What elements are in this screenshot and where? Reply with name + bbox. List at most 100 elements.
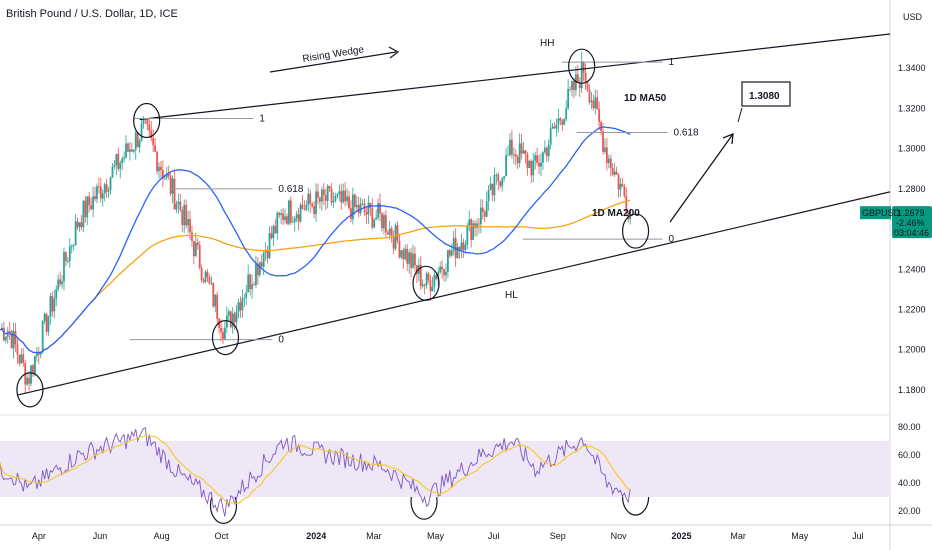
candle-body <box>565 108 568 120</box>
target-box <box>741 81 791 107</box>
candle-body <box>524 150 527 155</box>
time-tick: Jul <box>488 531 500 541</box>
fib-level-label: 0.618 <box>674 128 699 139</box>
candle-body <box>497 174 500 182</box>
candle-body <box>185 205 188 226</box>
rsi-tick: 20.00 <box>898 506 921 516</box>
candle-body <box>359 203 362 214</box>
candle-body <box>472 223 475 241</box>
pivot-circle <box>16 372 44 408</box>
candle-body <box>353 194 356 208</box>
candle-body <box>307 193 310 205</box>
candle-body <box>148 124 151 131</box>
candle-body <box>123 157 125 159</box>
candle-body <box>569 88 571 90</box>
price-tick: 1.3200 <box>898 103 926 113</box>
candle-body <box>6 331 9 337</box>
candle-body <box>55 288 58 299</box>
candle-body <box>571 80 573 90</box>
candle-body <box>419 264 422 287</box>
candle-body <box>392 237 395 249</box>
candle-body <box>350 208 352 220</box>
upper-trendline <box>139 33 891 121</box>
candle-body <box>594 97 597 109</box>
candle-body <box>169 176 172 194</box>
rsi-line <box>0 427 631 517</box>
candle-body <box>45 313 48 332</box>
candle-body <box>578 82 581 89</box>
price-tick: 1.3400 <box>898 63 926 73</box>
pivot-circle <box>412 265 440 301</box>
candle-body <box>68 246 71 262</box>
wedge-arrow-head <box>388 46 400 59</box>
candle-body <box>371 208 374 228</box>
candle-body <box>47 316 50 332</box>
candle-body <box>617 174 620 190</box>
candle-body <box>448 250 451 256</box>
chart-title: British Pound / U.S. Dollar, 1D, ICE <box>6 8 178 20</box>
candle-body <box>619 183 622 190</box>
candle-body <box>328 185 331 189</box>
candle-body <box>402 250 405 260</box>
candle-body <box>439 266 442 273</box>
candle-body <box>400 250 403 258</box>
candle-body <box>227 311 230 316</box>
candle-body <box>107 190 110 192</box>
candle-body <box>301 204 304 209</box>
candle-body <box>74 221 77 246</box>
candle-body <box>580 61 583 89</box>
candle-body <box>97 186 100 188</box>
candle-body <box>86 196 89 218</box>
candle-body <box>604 147 606 152</box>
candle-body <box>224 327 226 339</box>
price-tick: 1.1800 <box>898 385 926 395</box>
candle-body <box>92 196 94 210</box>
fib-level-label: 0 <box>669 234 675 245</box>
candle-body <box>32 365 34 374</box>
time-tick: Mar <box>366 531 382 541</box>
candle-body <box>540 162 542 167</box>
time-tick: May <box>791 531 809 541</box>
target-value: 1.3080 <box>749 91 780 102</box>
candle-body <box>429 280 432 292</box>
candle-body <box>161 170 164 179</box>
candle-body <box>384 215 387 233</box>
candle-body <box>441 266 443 270</box>
time-tick: Jun <box>93 531 108 541</box>
candle-body <box>247 274 250 293</box>
candle-body <box>241 298 244 311</box>
candle-body <box>487 189 490 202</box>
candle-body <box>167 173 170 177</box>
candle-body <box>70 246 73 247</box>
price-tick: 1.3000 <box>898 144 926 154</box>
candle-body <box>421 284 424 287</box>
candle-body <box>592 100 595 109</box>
candle-body <box>452 238 455 251</box>
candle-body <box>158 166 160 172</box>
fib-level-label: 0.618 <box>278 184 303 195</box>
candle-body <box>88 196 91 206</box>
candle-body <box>90 205 93 210</box>
candle-body <box>66 261 69 262</box>
price-tick: 1.2800 <box>898 184 926 194</box>
candle-body <box>412 253 414 268</box>
price-tick: 1.2200 <box>898 304 926 314</box>
time-tick: May <box>427 531 445 541</box>
candle-body <box>286 216 288 224</box>
candle-body <box>101 193 104 199</box>
candle-body <box>28 377 30 384</box>
candle-body <box>313 206 316 215</box>
candle-body <box>311 203 314 207</box>
candle-body <box>249 274 252 290</box>
rsi-band <box>0 441 890 497</box>
candle-body <box>278 212 281 216</box>
candle-body <box>408 252 411 264</box>
candle-body <box>381 213 383 229</box>
candle-body <box>57 279 60 289</box>
candle-body <box>49 295 52 317</box>
candle-body <box>94 196 96 200</box>
candle-body <box>39 352 42 355</box>
candle-body <box>427 273 430 281</box>
candle-body <box>501 178 504 187</box>
